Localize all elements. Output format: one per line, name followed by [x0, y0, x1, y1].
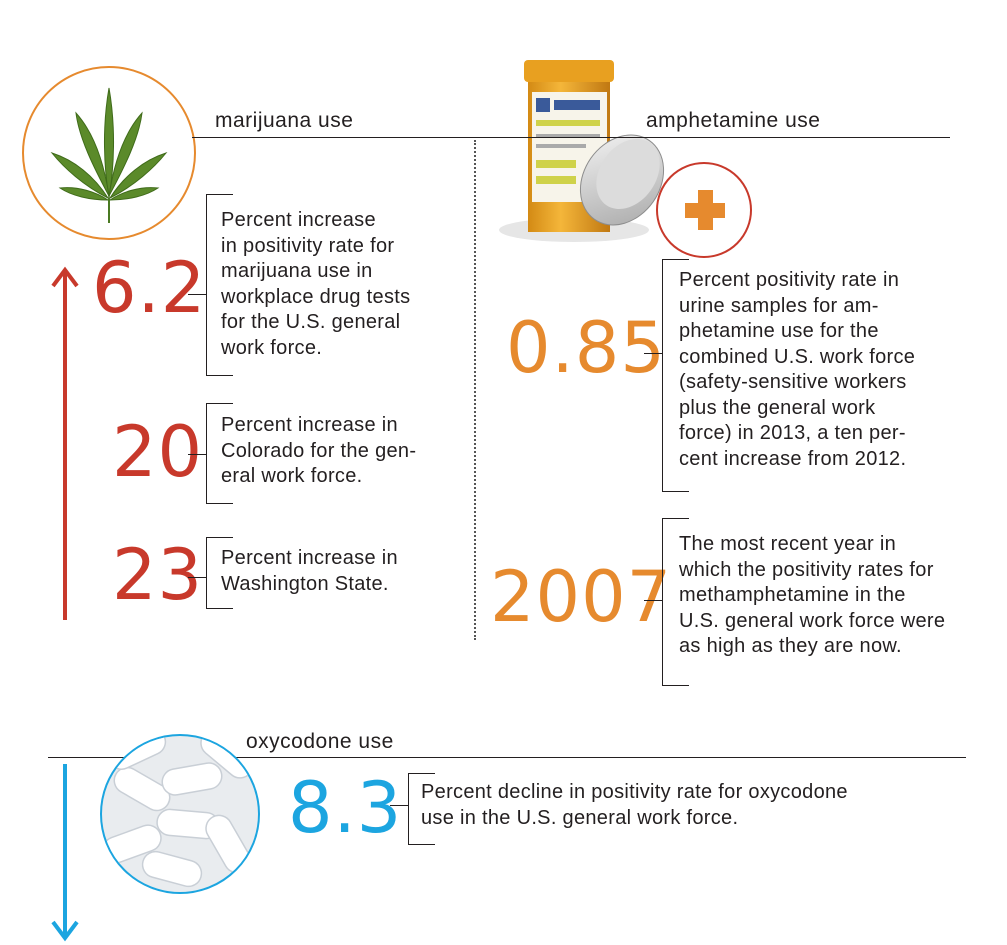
connector [644, 600, 662, 601]
oxycodone-divider [48, 757, 966, 758]
amphetamine-section: amphetamine use 0.85 Percent positivity … [480, 0, 1007, 700]
connector [188, 454, 206, 455]
oxycodone-section: oxycodone use 8.3 Percent decline in pos… [0, 720, 1007, 945]
bracket [408, 773, 435, 845]
stat-value: 23 [112, 534, 204, 616]
stat-description: Percent decline in positivity rate for o… [421, 781, 848, 829]
marijuana-section: marijuana use 6.2 Percent increase in po… [0, 0, 510, 700]
stat-description: Percent increase in Colorado for the gen… [221, 414, 417, 487]
bracket [662, 518, 689, 686]
arrow-down-icon [51, 764, 79, 942]
stat-value: 6.2 [92, 247, 207, 329]
bracket [662, 259, 689, 492]
connector [390, 805, 408, 806]
stat-value: 8.3 [288, 767, 403, 849]
connector [188, 294, 206, 295]
column-divider [474, 140, 476, 640]
bracket [206, 403, 233, 504]
cannabis-leaf-icon [22, 66, 196, 240]
stat-description: Percent positivity rate in urine samples… [679, 269, 916, 470]
stat-description: The most recent year in which the positi… [679, 533, 946, 657]
stat-description: Percent increase in positivity rate for … [221, 209, 411, 359]
pills-icon [100, 734, 260, 894]
plus-icon [656, 162, 752, 258]
marijuana-label: marijuana use [215, 109, 354, 132]
oxycodone-label: oxycodone use [246, 730, 394, 753]
stat-value: 20 [112, 411, 204, 493]
stat-value: 2007 [490, 556, 673, 638]
amphetamine-label: amphetamine use [646, 109, 821, 132]
connector [644, 353, 662, 354]
arrow-up-icon [51, 266, 79, 620]
bracket [206, 537, 233, 609]
marijuana-divider [192, 137, 510, 138]
amphetamine-divider [480, 137, 950, 138]
bracket [206, 194, 233, 376]
stat-value: 0.85 [506, 307, 666, 389]
pill-bottle-icon [499, 60, 665, 242]
connector [188, 577, 206, 578]
stat-description: Percent increase in Washington State. [221, 547, 398, 595]
